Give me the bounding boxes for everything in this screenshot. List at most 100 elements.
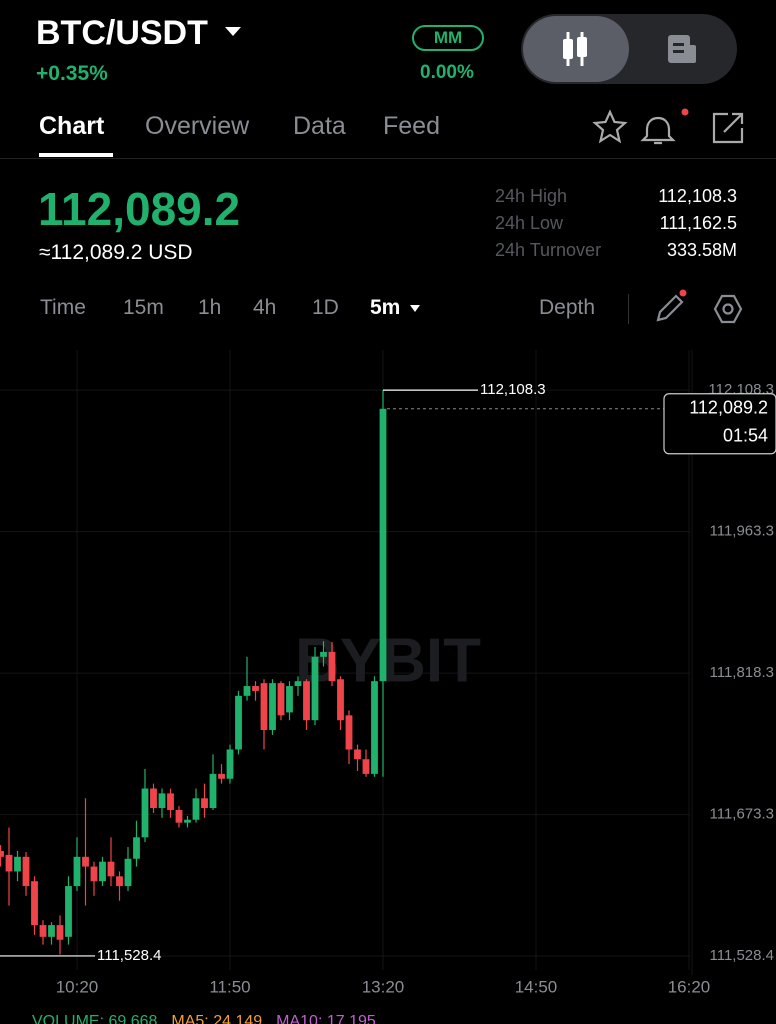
timeframe[interactable]: 1D xyxy=(312,296,339,319)
separator xyxy=(628,294,629,324)
candle-body xyxy=(277,683,285,716)
candle-body xyxy=(379,408,387,682)
timeframe[interactable]: 15m xyxy=(123,296,164,319)
indicator-volume: VOLUME: 69.668 xyxy=(32,1013,158,1024)
toolbar-icons xyxy=(592,108,744,145)
candle-body xyxy=(82,856,89,867)
x-tick-label: 10:20 xyxy=(56,977,99,996)
settings-icon[interactable] xyxy=(713,294,743,324)
y-tick-label: 111,963.3 xyxy=(709,523,774,540)
y-tick-label: 111,673.3 xyxy=(709,806,774,823)
stat-value: 112,108.3 xyxy=(658,186,737,206)
tab[interactable]: Data xyxy=(293,112,346,140)
y-tick-label: 111,528.4 xyxy=(709,947,774,964)
candle-body xyxy=(252,686,259,691)
tab[interactable]: Chart xyxy=(39,112,105,140)
candle-body xyxy=(371,681,378,774)
dropdown-icon[interactable] xyxy=(224,26,242,38)
candle-body xyxy=(201,798,208,809)
draw-icon[interactable] xyxy=(656,294,684,322)
candle-body xyxy=(133,837,140,859)
draw-dot xyxy=(679,289,687,297)
timeframe-caret xyxy=(410,305,420,312)
candle-body xyxy=(90,866,98,882)
x-tick-label: 11:50 xyxy=(209,977,250,996)
depth-tab[interactable]: Depth xyxy=(539,296,596,319)
badge-value: 0.00% xyxy=(420,62,474,83)
stat-value: 111,162.5 xyxy=(659,213,737,233)
last-price: 112,089.2 xyxy=(38,183,241,235)
tab[interactable]: Overview xyxy=(145,112,250,140)
candle-body xyxy=(65,886,72,937)
candle-body xyxy=(269,683,276,730)
x-tick-label: 13:20 xyxy=(362,977,405,996)
candle-body xyxy=(116,876,123,887)
alert-icon[interactable] xyxy=(640,116,676,145)
share-icon[interactable] xyxy=(712,112,744,144)
y-tick-label: 111,818.3 xyxy=(709,664,774,681)
settings-icon-center xyxy=(722,303,734,315)
pair[interactable]: BTC/USDT xyxy=(36,14,208,52)
max-marker-label: 112,108.3 xyxy=(480,381,546,398)
candle-body xyxy=(226,749,234,779)
candle-body xyxy=(99,861,106,882)
candle-body xyxy=(337,679,344,721)
candle-body xyxy=(328,651,336,682)
last-price-label: 112,089.2 xyxy=(689,398,768,418)
stat-label: 24h Low xyxy=(495,213,564,233)
stat-label: 24h High xyxy=(495,186,568,206)
timeframe[interactable]: 5m xyxy=(370,296,401,319)
candle-body xyxy=(175,809,183,823)
candle-body xyxy=(345,715,353,750)
candle-body xyxy=(184,819,191,823)
change: +0.35% xyxy=(36,62,108,85)
candle-body xyxy=(243,686,251,696)
candle-body xyxy=(22,856,30,887)
active-tab-indicator xyxy=(39,153,113,157)
candle-body xyxy=(354,749,361,760)
tab[interactable]: Feed xyxy=(383,112,440,140)
indicators: VOLUME: 69.668 MA5: 24.149 MA10: 17.195 xyxy=(32,1013,390,1024)
divider xyxy=(0,158,776,159)
badge[interactable]: MM xyxy=(412,25,484,51)
chart-tools xyxy=(656,289,743,324)
candle-body xyxy=(107,861,115,877)
candle-body xyxy=(235,695,242,750)
countdown: 01:54 xyxy=(723,426,768,446)
candle-body xyxy=(260,683,268,730)
candle-view-button[interactable] xyxy=(523,16,629,82)
favorite-icon[interactable] xyxy=(592,109,628,144)
candle-body xyxy=(218,773,225,779)
stat-value: 333.58M xyxy=(666,240,737,260)
candle-body xyxy=(286,686,293,713)
x-tick-label: 14:50 xyxy=(515,977,558,996)
indicator-ma10: MA10: 17.195 xyxy=(276,1013,376,1024)
usd-price: ≈112,089.2 USD xyxy=(39,241,193,264)
candle-body xyxy=(14,856,21,872)
candle-body xyxy=(303,681,310,721)
candle-body xyxy=(192,798,200,820)
candle-body xyxy=(48,925,55,937)
candle-body xyxy=(56,925,64,940)
candle-body xyxy=(124,858,132,887)
timeframe[interactable]: 1h xyxy=(198,296,222,319)
candle-body xyxy=(141,788,149,838)
candle-body xyxy=(209,773,217,809)
candle-body xyxy=(150,788,157,809)
timeframe[interactable]: 4h xyxy=(253,296,277,319)
alert-dot xyxy=(681,108,689,116)
news-view-button[interactable] xyxy=(666,33,698,65)
x-tick-label: 16:20 xyxy=(668,977,711,996)
candle-body xyxy=(294,681,302,687)
last-price-box xyxy=(663,393,776,455)
stat-label: 24h Turnover xyxy=(495,240,602,260)
candle-body xyxy=(0,850,4,857)
watermark: BYBIT xyxy=(295,626,481,695)
candle-body xyxy=(167,793,174,810)
timeframe[interactable]: Time xyxy=(40,296,86,319)
candle-body xyxy=(320,651,327,657)
indicator-ma5: MA5: 24.149 xyxy=(171,1013,263,1024)
candle-body xyxy=(158,793,166,809)
